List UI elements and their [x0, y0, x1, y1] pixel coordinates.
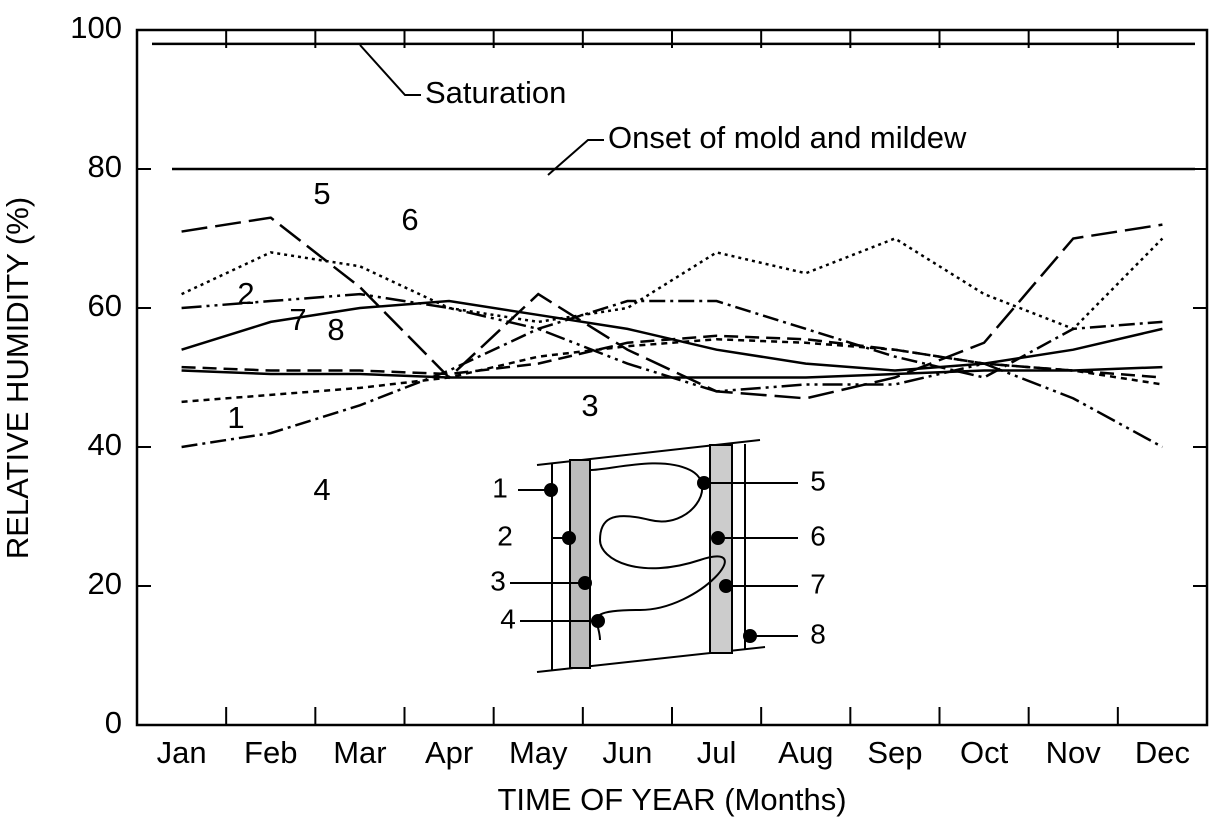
series-line — [181, 216, 1163, 400]
reference-label: Saturation — [425, 75, 566, 110]
diagram-label: 7 — [810, 568, 826, 599]
wall-diagram — [510, 439, 798, 673]
y-axis-label: RELATIVE HUMIDITY (%) — [0, 197, 35, 559]
x-tick-label: Mar — [333, 735, 386, 770]
series-label: 6 — [401, 202, 418, 237]
series-line — [181, 299, 1163, 372]
series-label: 3 — [581, 388, 598, 423]
series-line — [181, 292, 1164, 449]
x-tick-label: Oct — [960, 735, 1009, 770]
series-label: 8 — [327, 312, 344, 347]
x-tick-label: Nov — [1046, 735, 1102, 770]
x-tick-label: May — [509, 735, 568, 770]
series-label: 7 — [289, 302, 306, 337]
diagram-label: 2 — [497, 520, 513, 551]
y-tick-label: 80 — [88, 149, 122, 184]
series-label: 4 — [313, 472, 330, 507]
x-axis-label: TIME OF YEAR (Months) — [497, 782, 846, 817]
x-tick-label: Aug — [778, 735, 833, 770]
x-tick-label: Feb — [244, 735, 297, 770]
x-tick-label: Jul — [697, 735, 737, 770]
diagram-label: 4 — [500, 603, 516, 634]
diagram-label: 3 — [490, 565, 506, 596]
x-tick-label: Apr — [425, 735, 473, 770]
y-tick-label: 20 — [88, 566, 122, 601]
y-tick-label: 40 — [88, 427, 122, 462]
x-tick-label: Dec — [1135, 735, 1190, 770]
series-line — [181, 237, 1164, 331]
diagram-label: 5 — [810, 465, 826, 496]
series-label: 2 — [237, 276, 254, 311]
leader-line — [359, 44, 421, 96]
x-tick-label: Sep — [867, 735, 922, 770]
y-tick-label: 0 — [105, 705, 122, 740]
diagram-label: 8 — [810, 618, 826, 649]
reference-label: Onset of mold and mildew — [608, 120, 967, 155]
series-label: 1 — [227, 400, 244, 435]
x-tick-label: Jan — [157, 735, 207, 770]
x-tick-label: Jun — [602, 735, 652, 770]
diagram-label: 6 — [810, 520, 826, 551]
series-label: 5 — [313, 176, 330, 211]
diagram-label: 1 — [492, 472, 508, 503]
y-tick-label: 100 — [70, 10, 122, 45]
y-tick-label: 60 — [88, 288, 122, 323]
leader-line — [547, 139, 604, 176]
